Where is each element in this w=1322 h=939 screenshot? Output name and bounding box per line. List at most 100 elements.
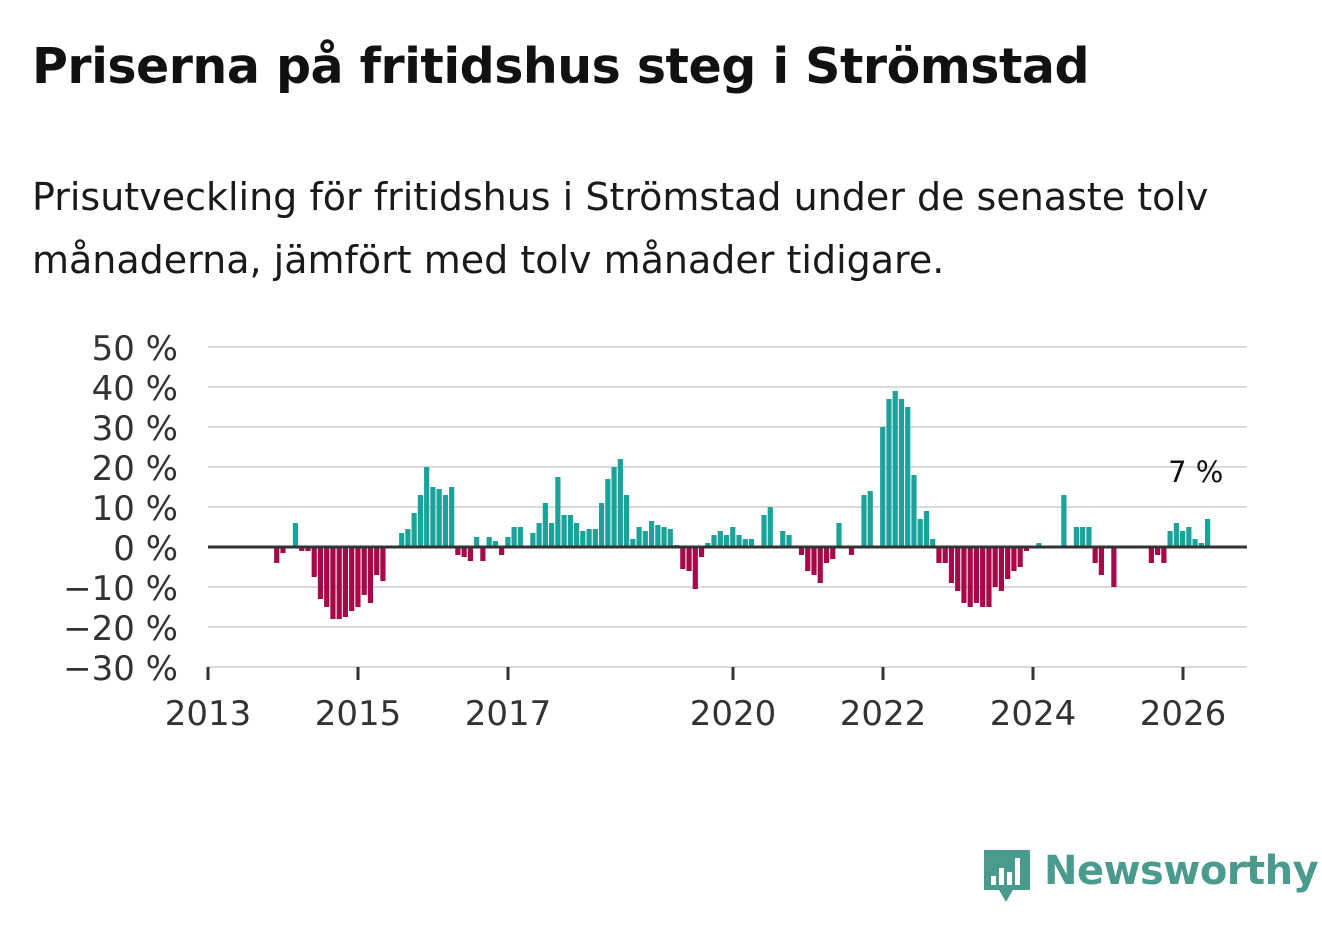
bar	[336, 547, 342, 619]
bar	[311, 547, 317, 577]
bar	[611, 467, 617, 547]
bar	[1198, 543, 1204, 547]
bar	[305, 547, 311, 551]
y-tick-label: −10 %	[63, 569, 178, 609]
x-tick-label: 2015	[315, 694, 402, 734]
bar	[648, 521, 655, 547]
bar	[511, 527, 517, 547]
x-tick-label: 2017	[465, 694, 552, 734]
bar	[1186, 527, 1192, 547]
bar	[330, 547, 336, 619]
bar	[980, 547, 986, 607]
bar	[630, 539, 636, 547]
bar	[692, 547, 698, 589]
bar	[767, 507, 773, 547]
bar	[955, 547, 961, 591]
bar	[798, 547, 805, 555]
chart-subtitle: Prisutveckling för fritidshus i Strömsta…	[32, 175, 1209, 282]
bar	[574, 523, 580, 547]
bar	[374, 547, 380, 575]
bar	[349, 547, 355, 611]
bar	[655, 525, 661, 547]
bar	[1192, 539, 1198, 547]
y-tick-label: 40 %	[92, 369, 178, 409]
bar	[1111, 547, 1117, 587]
bar	[617, 459, 623, 547]
bar	[905, 407, 911, 547]
bar	[736, 535, 742, 547]
bar	[586, 529, 592, 547]
bar	[686, 547, 692, 571]
bar	[967, 547, 973, 607]
bar	[1092, 547, 1098, 563]
bar	[805, 547, 811, 571]
bar	[542, 503, 548, 547]
bar	[580, 531, 586, 547]
bar	[424, 467, 430, 547]
bar	[1080, 527, 1086, 547]
bar	[380, 547, 386, 581]
bar	[367, 547, 374, 603]
x-tick-label: 2026	[1140, 694, 1227, 734]
bar	[867, 491, 873, 547]
bar	[1073, 527, 1079, 547]
bar	[486, 537, 492, 547]
bar	[342, 547, 349, 617]
bars	[274, 391, 1211, 619]
bar	[549, 523, 555, 547]
bar	[1061, 495, 1067, 547]
bar	[761, 515, 767, 547]
bar	[998, 547, 1005, 591]
bar	[274, 547, 280, 563]
bar	[961, 547, 967, 603]
bar	[598, 503, 605, 547]
bar	[1205, 519, 1211, 547]
bar	[492, 541, 498, 547]
bar	[417, 495, 424, 547]
bar	[642, 531, 648, 547]
bar	[1086, 527, 1092, 547]
bar	[474, 537, 480, 547]
bar	[892, 391, 898, 547]
bar	[742, 539, 748, 547]
bar	[942, 547, 948, 563]
bar	[823, 547, 830, 563]
bar	[455, 547, 461, 555]
bar	[661, 527, 667, 547]
bar	[811, 547, 817, 575]
bar	[1017, 547, 1023, 567]
bar	[461, 547, 467, 557]
latest-value-annotation: 7 %	[1168, 455, 1223, 489]
x-tick-label: 2022	[840, 694, 927, 734]
y-tick-label: 10 %	[92, 489, 178, 529]
bar-chart-icon	[984, 850, 1030, 902]
bar	[898, 399, 905, 547]
bar	[623, 495, 630, 547]
y-tick-label: 50 %	[92, 329, 178, 369]
bar	[480, 547, 486, 561]
bar	[430, 487, 436, 547]
bar	[517, 527, 523, 547]
bar	[830, 547, 836, 559]
bar	[1011, 547, 1017, 571]
bar	[411, 513, 417, 547]
bar	[861, 495, 867, 547]
x-tick-label: 2024	[990, 694, 1077, 734]
x-tick-label: 2020	[690, 694, 777, 734]
bar	[780, 531, 786, 547]
bar	[936, 547, 942, 563]
bar	[399, 533, 405, 547]
bar	[505, 537, 511, 547]
y-tick-label: 20 %	[92, 449, 178, 489]
bar	[361, 547, 367, 595]
bar	[786, 535, 792, 547]
axes: −30 %−20 %−10 %0 %10 %20 %30 %40 %50 % 20…	[63, 329, 1247, 734]
bar	[986, 547, 992, 607]
bar	[442, 495, 449, 547]
bar	[1161, 547, 1167, 563]
bar	[698, 547, 705, 557]
bar	[636, 527, 642, 547]
bar	[499, 547, 505, 555]
bar	[717, 531, 723, 547]
y-tick-label: 30 %	[92, 409, 178, 449]
